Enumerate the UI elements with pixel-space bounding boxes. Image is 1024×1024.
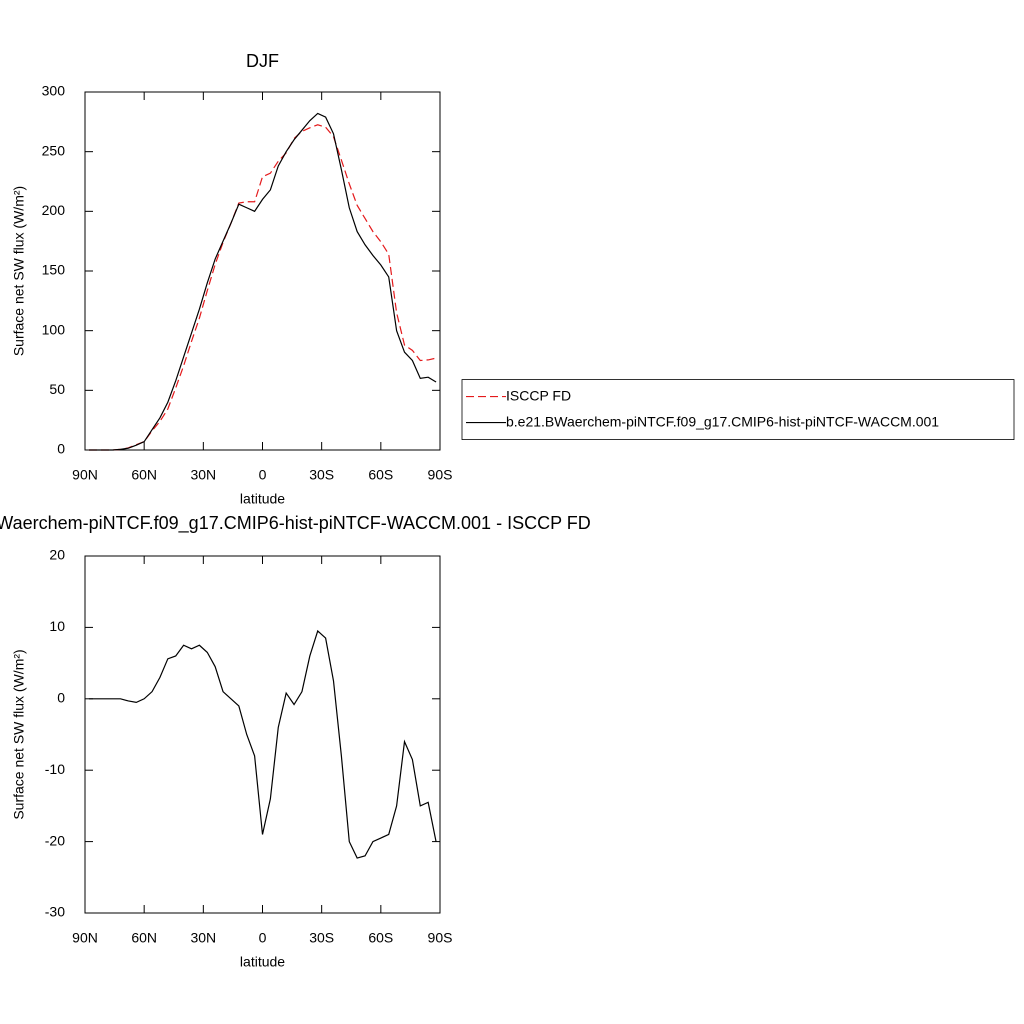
chart-title: DJF xyxy=(246,51,279,71)
x-axis-label: latitude xyxy=(240,491,285,507)
x-tick-label: 30N xyxy=(190,467,216,483)
x-tick-label: 0 xyxy=(259,930,267,946)
x-axis-label: latitude xyxy=(240,954,285,970)
legend-label: b.e21.BWaerchem-piNTCF.f09_g17.CMIP6-his… xyxy=(506,413,939,429)
y-tick-label: -10 xyxy=(45,761,65,777)
x-tick-label: 30S xyxy=(309,467,334,483)
x-tick-label: 60S xyxy=(368,467,393,483)
x-tick-label: 30S xyxy=(309,930,334,946)
y-tick-label: 0 xyxy=(57,690,65,706)
x-tick-label: 60N xyxy=(131,930,157,946)
x-tick-label: 90N xyxy=(72,930,98,946)
x-tick-label: 90S xyxy=(428,930,453,946)
x-tick-label: 30N xyxy=(190,930,216,946)
x-tick-label: 0 xyxy=(259,467,267,483)
data-line xyxy=(88,112,437,451)
y-axis-label: Surface net SW flux (W/m²) xyxy=(11,186,27,356)
legend-label: ISCCP FD xyxy=(506,387,571,403)
data-line xyxy=(88,629,437,859)
y-tick-label: -20 xyxy=(45,832,65,848)
y-tick-label: 20 xyxy=(49,547,65,563)
plot-frame xyxy=(84,555,441,914)
x-tick-label: 60S xyxy=(368,930,393,946)
legend-box xyxy=(461,379,1015,440)
y-tick-label: 300 xyxy=(42,83,66,99)
y-tick-label: 100 xyxy=(42,321,66,337)
x-tick-label: 90N xyxy=(72,467,98,483)
chart-title: b.e21.BWaerchem-piNTCF.f09_g17.CMIP6-his… xyxy=(0,513,591,534)
data-line xyxy=(88,124,437,451)
y-tick-label: 200 xyxy=(42,202,66,218)
y-tick-label: 50 xyxy=(49,381,65,397)
plot-frame xyxy=(84,91,441,451)
x-tick-label: 90S xyxy=(428,467,453,483)
y-tick-label: 150 xyxy=(42,262,66,278)
y-axis-label: Surface net SW flux (W/m²) xyxy=(11,649,27,819)
y-tick-label: 0 xyxy=(57,441,65,457)
legend: ISCCP FD b.e21.BWaerchem-piNTCF.f09_g17.C… xyxy=(461,379,1015,440)
y-tick-label: -30 xyxy=(45,904,65,920)
x-tick-label: 60N xyxy=(131,467,157,483)
y-tick-label: 10 xyxy=(49,618,65,634)
y-tick-label: 250 xyxy=(42,142,66,158)
